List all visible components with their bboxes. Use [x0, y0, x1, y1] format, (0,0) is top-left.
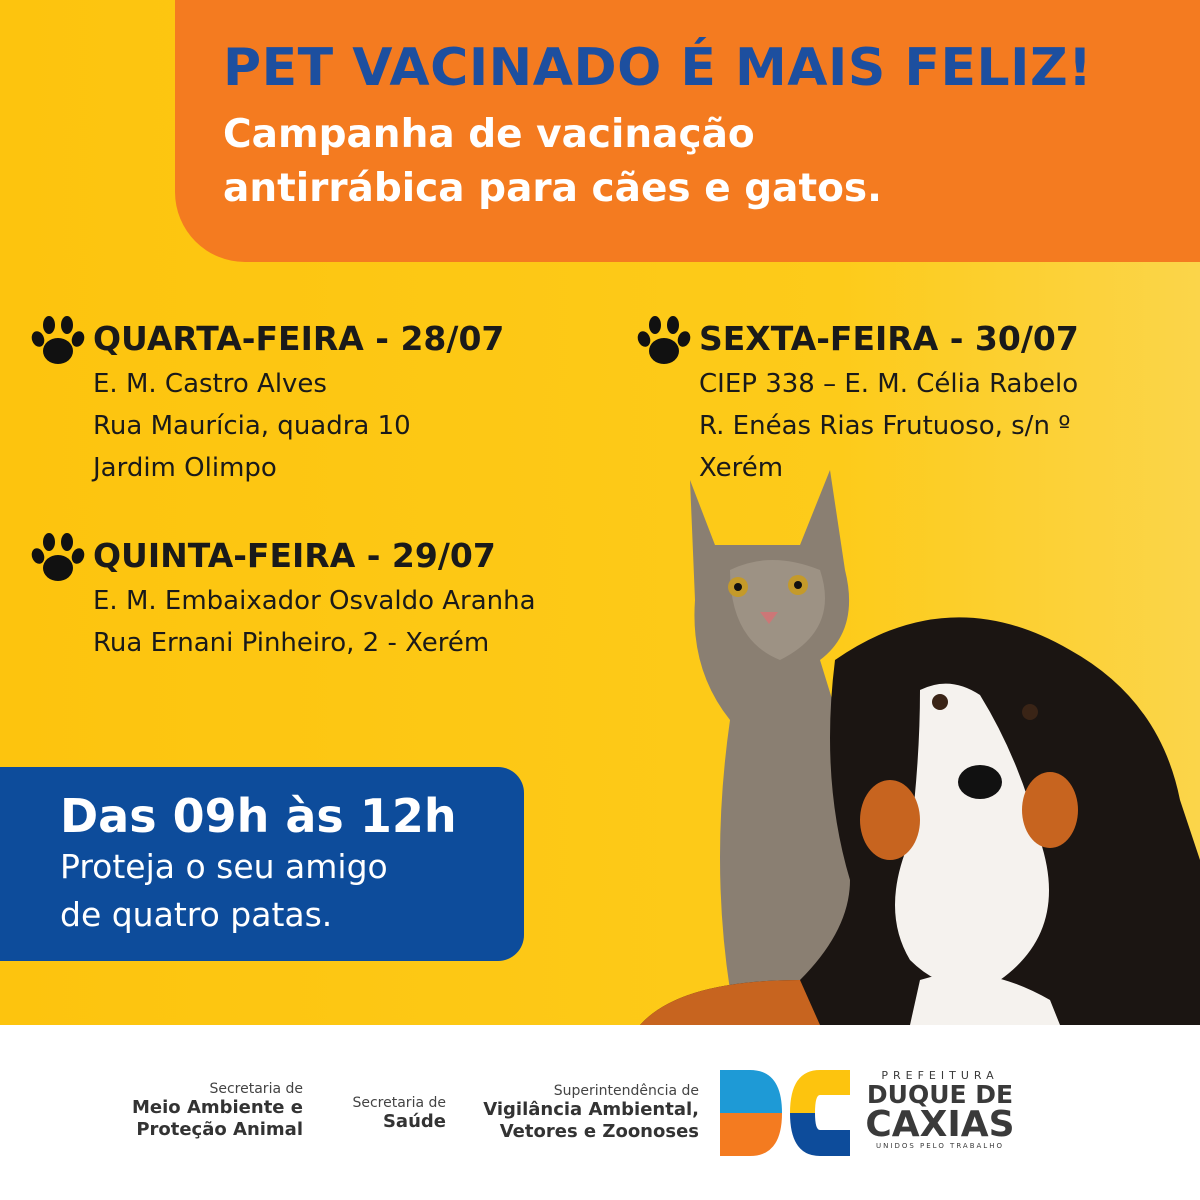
dc-logo-icon: [720, 1070, 850, 1156]
location-line: CIEP 338 – E. M. Célia Rabelo: [699, 369, 1079, 399]
hours-line-2: de quatro patas.: [60, 895, 333, 934]
location-line: Jardim Olimpo: [93, 453, 277, 483]
org-name: Vigilância Ambiental,: [483, 1099, 699, 1120]
org-name: Meio Ambiente e: [132, 1097, 303, 1118]
cat-and-dog-photo: [620, 460, 1200, 1025]
location-line: Rua Ernani Pinheiro, 2 - Xerém: [93, 628, 490, 658]
day-heading: QUARTA-FEIRA - 28/07: [93, 319, 505, 358]
logo-name-2: CAXIAS: [865, 1104, 1015, 1145]
org-label: Secretaria de: [352, 1095, 446, 1111]
paw-icon: [30, 533, 86, 581]
location-line: Rua Maurícia, quadra 10: [93, 411, 411, 441]
footer: Secretaria de Meio Ambiente e Proteção A…: [0, 1025, 1200, 1200]
org-name: Vetores e Zoonoses: [499, 1121, 699, 1142]
subtitle-line-2: antirrábica para cães e gatos.: [223, 166, 882, 211]
day-heading: QUINTA-FEIRA - 29/07: [93, 536, 496, 575]
logo-tagline: UNIDOS PELO TRABALHO: [876, 1142, 1004, 1150]
paw-icon: [636, 316, 692, 364]
city-logo-text: PREFEITURA DUQUE DE CAXIAS UNIDOS PELO T…: [860, 1069, 1020, 1150]
org-label: Secretaria de: [209, 1081, 303, 1097]
org-label: Superintendência de: [553, 1083, 699, 1099]
location-line: Xerém: [699, 453, 784, 483]
location-line: E. M. Castro Alves: [93, 369, 327, 399]
hours-box: Das 09h às 12h Proteja o seu amigo de qu…: [0, 767, 524, 961]
logo-name-1: DUQUE DE: [866, 1080, 1014, 1109]
org-saude: Secretaria de Saúde: [352, 1095, 446, 1133]
org-meio-ambiente: Secretaria de Meio Ambiente e Proteção A…: [132, 1081, 303, 1141]
day-heading: SEXTA-FEIRA - 30/07: [699, 319, 1079, 358]
hours-title: Das 09h às 12h: [60, 789, 457, 843]
paw-icon: [30, 316, 86, 364]
org-name: Saúde: [382, 1111, 446, 1132]
headline: PET VACINADO É MAIS FELIZ!: [223, 38, 1093, 98]
hours-line-1: Proteja o seu amigo: [60, 847, 388, 886]
org-vigilancia: Superintendência de Vigilância Ambiental…: [483, 1083, 699, 1143]
location-line: E. M. Embaixador Osvaldo Aranha: [93, 586, 536, 616]
subtitle-line-1: Campanha de vacinação: [223, 112, 755, 157]
location-line: R. Enéas Rias Frutuoso, s/n º: [699, 411, 1071, 441]
logo-top: PREFEITURA: [881, 1069, 999, 1082]
org-name: Proteção Animal: [136, 1119, 303, 1140]
header-banner: PET VACINADO É MAIS FELIZ! Campanha de v…: [175, 0, 1200, 262]
